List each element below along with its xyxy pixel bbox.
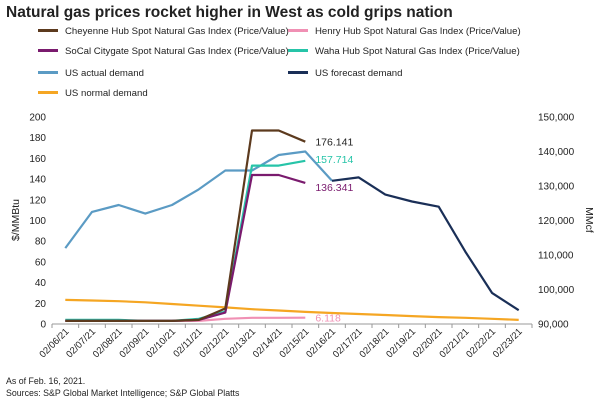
legend-item-waha: Waha Hub Spot Natural Gas Index (Price/V… <box>288 46 520 58</box>
y-left-tick-label: 40 <box>35 278 47 289</box>
legend-item-cheyenne: Cheyenne Hub Spot Natural Gas Index (Pri… <box>38 26 289 38</box>
legend-item-forecast-demand: US forecast demand <box>288 68 402 80</box>
series-line-normal-demand <box>65 298 519 321</box>
legend-label-socal: SoCal Citygate Spot Natural Gas Index (P… <box>65 46 289 57</box>
end-label-waha: 157.714 <box>315 154 353 166</box>
legend-label-normal-demand: US normal demand <box>65 88 148 99</box>
footnote-date: As of Feb. 16, 2021. <box>6 376 86 386</box>
y-left-tick-label: 120 <box>29 195 46 206</box>
y-right-tick-label: 90,000 <box>538 320 569 331</box>
y-right-tick-label: 120,000 <box>538 216 575 227</box>
series-line-actual-demand <box>64 150 333 249</box>
y-right-tick-label: 150,000 <box>538 113 575 124</box>
legend-swatch-forecast-demand <box>288 71 308 74</box>
legend-item-actual-demand: US actual demand <box>38 68 144 80</box>
y-left-tick-label: 80 <box>35 237 47 248</box>
end-label-cheyenne: 176.141 <box>315 137 353 149</box>
y-left-tick-label: 0 <box>40 320 46 331</box>
end-label-henry: 6.118 <box>315 313 341 325</box>
series-line-forecast-demand <box>331 176 520 312</box>
x-tick-label: 02/10/21 <box>144 326 178 360</box>
y-right-tick-label: 100,000 <box>538 285 575 296</box>
legend-label-cheyenne: Cheyenne Hub Spot Natural Gas Index (Pri… <box>65 26 289 37</box>
y-left-tick-label: 100 <box>29 216 46 227</box>
y-right-tick-label: 140,000 <box>538 147 575 158</box>
y-right-axis-label: MMcf <box>583 207 595 233</box>
y-left-tick-label: 180 <box>29 133 46 144</box>
legend-swatch-cheyenne <box>38 29 58 32</box>
legend-swatch-waha <box>288 49 308 52</box>
legend-swatch-socal <box>38 49 58 52</box>
chart-title: Natural gas prices rocket higher in West… <box>6 4 453 21</box>
y-left-axis-label: $/MMBtu <box>10 199 22 241</box>
legend-swatch-henry <box>288 29 308 32</box>
legend: Cheyenne Hub Spot Natural Gas Index (Pri… <box>38 26 598 106</box>
legend-swatch-actual-demand <box>38 71 58 74</box>
legend-item-henry: Henry Hub Spot Natural Gas Index (Price/… <box>288 26 521 38</box>
legend-label-henry: Henry Hub Spot Natural Gas Index (Price/… <box>315 26 521 37</box>
y-left-tick-label: 140 <box>29 175 46 186</box>
legend-label-forecast-demand: US forecast demand <box>315 68 403 79</box>
end-label-socal: 136.341 <box>315 182 353 194</box>
y-left-tick-label: 20 <box>35 299 47 310</box>
y-left-tick-label: 200 <box>29 113 46 124</box>
y-right-tick-label: 130,000 <box>538 182 575 193</box>
legend-item-normal-demand: US normal demand <box>38 88 148 100</box>
legend-swatch-normal-demand <box>38 91 58 94</box>
x-tick-label: 02/23/21 <box>491 326 525 360</box>
legend-label-actual-demand: US actual demand <box>65 68 144 79</box>
legend-item-socal: SoCal Citygate Spot Natural Gas Index (P… <box>38 46 289 58</box>
y-left-tick-label: 160 <box>29 154 46 165</box>
series-line-waha <box>65 159 306 322</box>
y-left-tick-label: 60 <box>35 257 47 268</box>
series-line-cheyenne <box>65 129 306 322</box>
y-right-tick-label: 110,000 <box>538 251 574 262</box>
legend-label-waha: Waha Hub Spot Natural Gas Index (Price/V… <box>315 46 520 57</box>
footnote-sources: Sources: S&P Global Market Intelligence;… <box>6 388 240 398</box>
